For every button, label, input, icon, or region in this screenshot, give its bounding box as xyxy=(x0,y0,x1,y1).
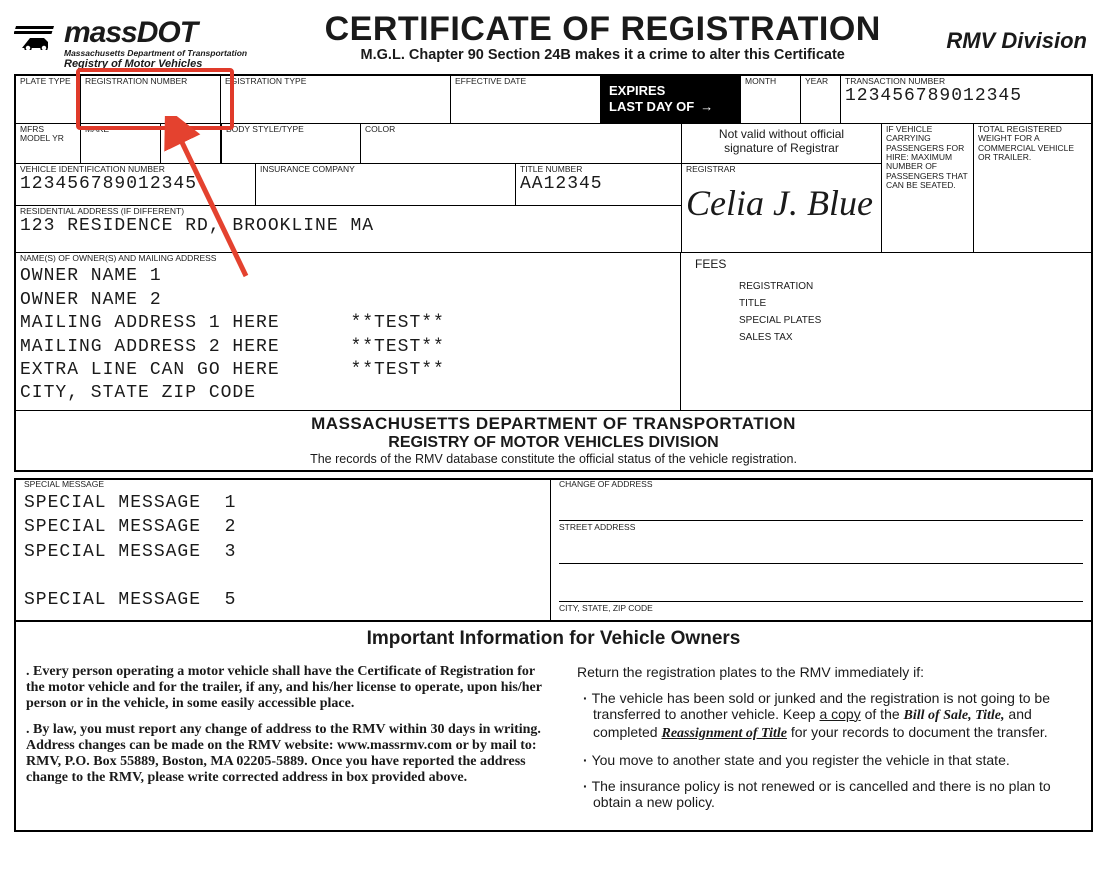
info-r1: The vehicle has been sold or junked and … xyxy=(583,690,1077,742)
plate-type-label: PLATE TYPE xyxy=(20,77,76,86)
fees-item: SPECIAL PLATES xyxy=(739,315,1081,326)
body-style-label: BODY STYLE/TYPE xyxy=(226,125,356,134)
dept-l3: The records of the RMV database constitu… xyxy=(16,452,1091,466)
dept-l1: MASSACHUSETTS DEPARTMENT OF TRANSPORTATI… xyxy=(16,414,1091,434)
model-yr-label: MFRS MODEL YR xyxy=(20,125,76,144)
reg-type-label: EGISTRATION TYPE xyxy=(225,77,446,86)
transaction-number-value: 123456789012345 xyxy=(845,86,1087,106)
special-message-label: SPECIAL MESSAGE xyxy=(24,480,542,489)
transaction-number-label: TRANSACTION NUMBER xyxy=(845,77,1087,86)
coa-label: CHANGE OF ADDRESS xyxy=(559,480,1083,489)
expires-box: EXPIRES LAST DAY OF→ xyxy=(601,76,741,123)
lower-section: SPECIAL MESSAGE SPECIAL MESSAGE 1 SPECIA… xyxy=(14,478,1093,622)
document-header: massDOT Massachusetts Department of Tran… xyxy=(14,10,1093,70)
row-1: PLATE TYPE REGISTRATION NUMBER EGISTRATI… xyxy=(16,76,1091,124)
insurance-label: INSURANCE COMPANY xyxy=(260,165,511,174)
registration-form: PLATE TYPE REGISTRATION NUMBER EGISTRATI… xyxy=(14,74,1093,472)
logo-block: massDOT Massachusetts Department of Tran… xyxy=(14,10,259,70)
vin-value: 123456789012345 xyxy=(20,174,251,194)
owner-lines: OWNER NAME 1 OWNER NAME 2 MAILING ADDRES… xyxy=(20,265,676,405)
fees-item: SALES TAX xyxy=(739,332,1081,343)
info-left-1: . Every person operating a motor vehicle… xyxy=(26,664,555,712)
reg-number-label: REGISTRATION NUMBER xyxy=(85,77,216,86)
residential-label: RESIDENTIAL ADDRESS (IF DIFFERENT) xyxy=(20,207,677,216)
fees-item: TITLE xyxy=(739,298,1081,309)
info-section: . Every person operating a motor vehicle… xyxy=(14,654,1093,832)
title-number-value: AA12345 xyxy=(520,174,677,194)
info-r2: You move to another state and you regist… xyxy=(583,752,1077,768)
vin-label: VEHICLE IDENTIFICATION NUMBER xyxy=(20,165,251,174)
logo-sub1: Massachusetts Department of Transportati… xyxy=(64,48,259,58)
dept-l2: REGISTRY OF MOTOR VEHICLES DIVISION xyxy=(16,434,1091,452)
weight-label: TOTAL REGISTERED WEIGHT FOR A COMMERCIAL… xyxy=(974,124,1091,252)
coa-street-label: STREET ADDRESS xyxy=(559,523,1083,532)
year-label: YEAR xyxy=(805,77,836,86)
owner-mailing-label: NAME(S) OF OWNER(S) AND MAILING ADDRESS xyxy=(20,254,676,263)
fees-title: FEES xyxy=(695,257,1081,271)
title-number-label: TITLE NUMBER xyxy=(520,165,677,174)
expires-l2: LAST DAY OF→ xyxy=(609,99,732,115)
title-sub: M.G.L. Chapter 90 Section 24B makes it a… xyxy=(259,47,946,63)
notvalid-l2: signature of Registrar xyxy=(682,141,881,155)
dept-banner: MASSACHUSETTS DEPARTMENT OF TRANSPORTATI… xyxy=(16,411,1091,470)
info-left-2: . By law, you must report any change of … xyxy=(26,722,555,786)
special-message-lines: SPECIAL MESSAGE 1 SPECIAL MESSAGE 2 SPEC… xyxy=(24,491,542,612)
effective-date-label: EFFECTIVE DATE xyxy=(455,77,596,86)
model-label: MODEL xyxy=(165,125,216,134)
logo-text: massDOT xyxy=(64,16,197,50)
color-label: COLOR xyxy=(365,125,677,134)
title-block: CERTIFICATE OF REGISTRATION M.G.L. Chapt… xyxy=(259,10,946,63)
rmv-division: RMV Division xyxy=(946,10,1093,54)
arrow-right-icon: → xyxy=(700,99,713,115)
logo-sub2: Registry of Motor Vehicles xyxy=(64,58,259,70)
info-r3: The insurance policy is not renewed or i… xyxy=(583,778,1077,810)
month-label: MONTH xyxy=(745,77,796,86)
registrar-label: REGISTRAR xyxy=(686,165,877,174)
info-right-intro: Return the registration plates to the RM… xyxy=(577,664,1077,680)
massdot-logo-icon xyxy=(14,20,62,50)
coa-city-label: CITY, STATE, ZIP CODE xyxy=(559,604,1083,613)
fees-item: REGISTRATION xyxy=(739,281,1081,292)
notvalid-l1: Not valid without official xyxy=(682,127,881,141)
expires-l1: EXPIRES xyxy=(609,83,732,99)
title-main: CERTIFICATE OF REGISTRATION xyxy=(259,10,946,49)
make-label: MAKE xyxy=(85,125,156,134)
residential-value: 123 RESIDENCE RD, BROOKLINE MA xyxy=(20,216,677,236)
passengers-label: IF VEHICLE CARRYING PASSENGERS FOR HIRE:… xyxy=(882,124,973,252)
info-banner: Important Information for Vehicle Owners xyxy=(14,622,1093,654)
registrar-signature: Celia J. Blue xyxy=(686,174,877,228)
